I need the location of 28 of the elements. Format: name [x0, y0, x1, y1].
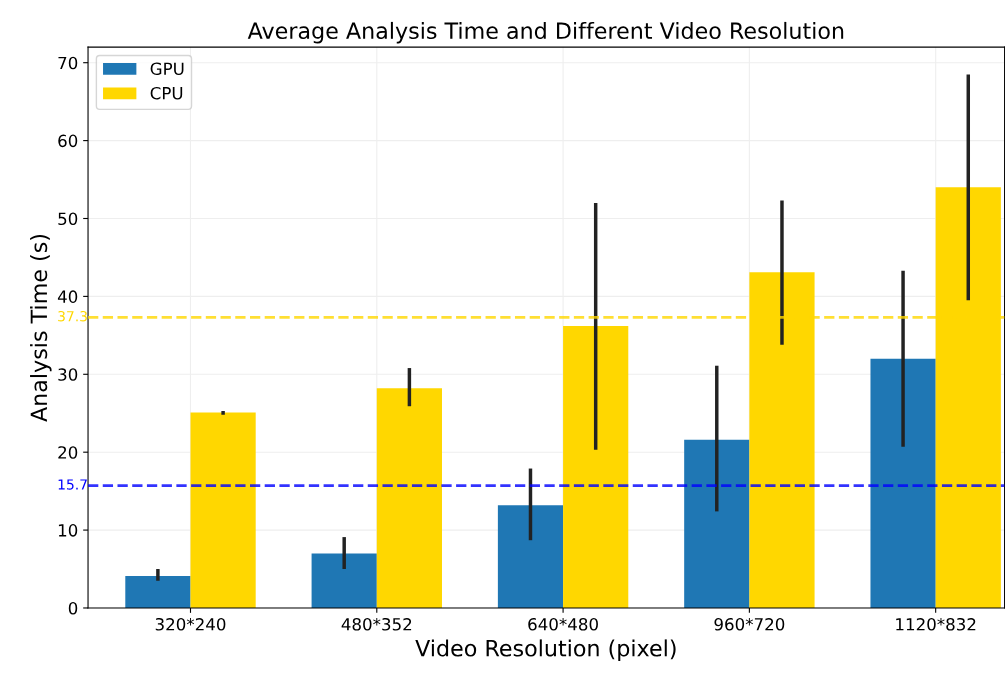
y-tick-label: 60 — [58, 134, 78, 148]
bar — [125, 576, 191, 608]
y-tick-label: 10 — [58, 524, 78, 537]
bar — [684, 439, 750, 608]
legend-label: CPU — [150, 86, 183, 100]
y-tick-label: 20 — [58, 446, 78, 459]
ref-line-label: 15.7 — [58, 479, 87, 490]
y-tick-label: 40 — [57, 290, 78, 303]
x-tick-label: 1120*832 — [896, 617, 976, 631]
x-tick-label: 480*352 — [341, 617, 412, 631]
x-tick-label: 640*480 — [528, 617, 598, 631]
bar — [563, 325, 629, 608]
bar — [497, 505, 564, 608]
legend-label: GPU — [150, 62, 184, 76]
x-tick-label: 320*240 — [155, 617, 226, 631]
x-axis-title: Video Resolution (pixel) — [415, 639, 676, 661]
bar — [376, 388, 442, 608]
y-tick-label: 50 — [58, 212, 78, 226]
y-tick-label: 70 — [58, 56, 78, 70]
ref-line-label: 37.3 — [58, 310, 87, 322]
bar — [311, 553, 377, 608]
y-tick-label: 30 — [58, 368, 78, 381]
y-tick-label: 0 — [68, 601, 78, 615]
bar — [190, 412, 256, 608]
x-tick-label: 960*720 — [714, 617, 785, 631]
chart-title: Average Analysis Time and Different Video Resolution — [247, 21, 844, 44]
bar — [870, 358, 936, 608]
y-axis-title: Analysis Time (s) — [30, 234, 52, 422]
